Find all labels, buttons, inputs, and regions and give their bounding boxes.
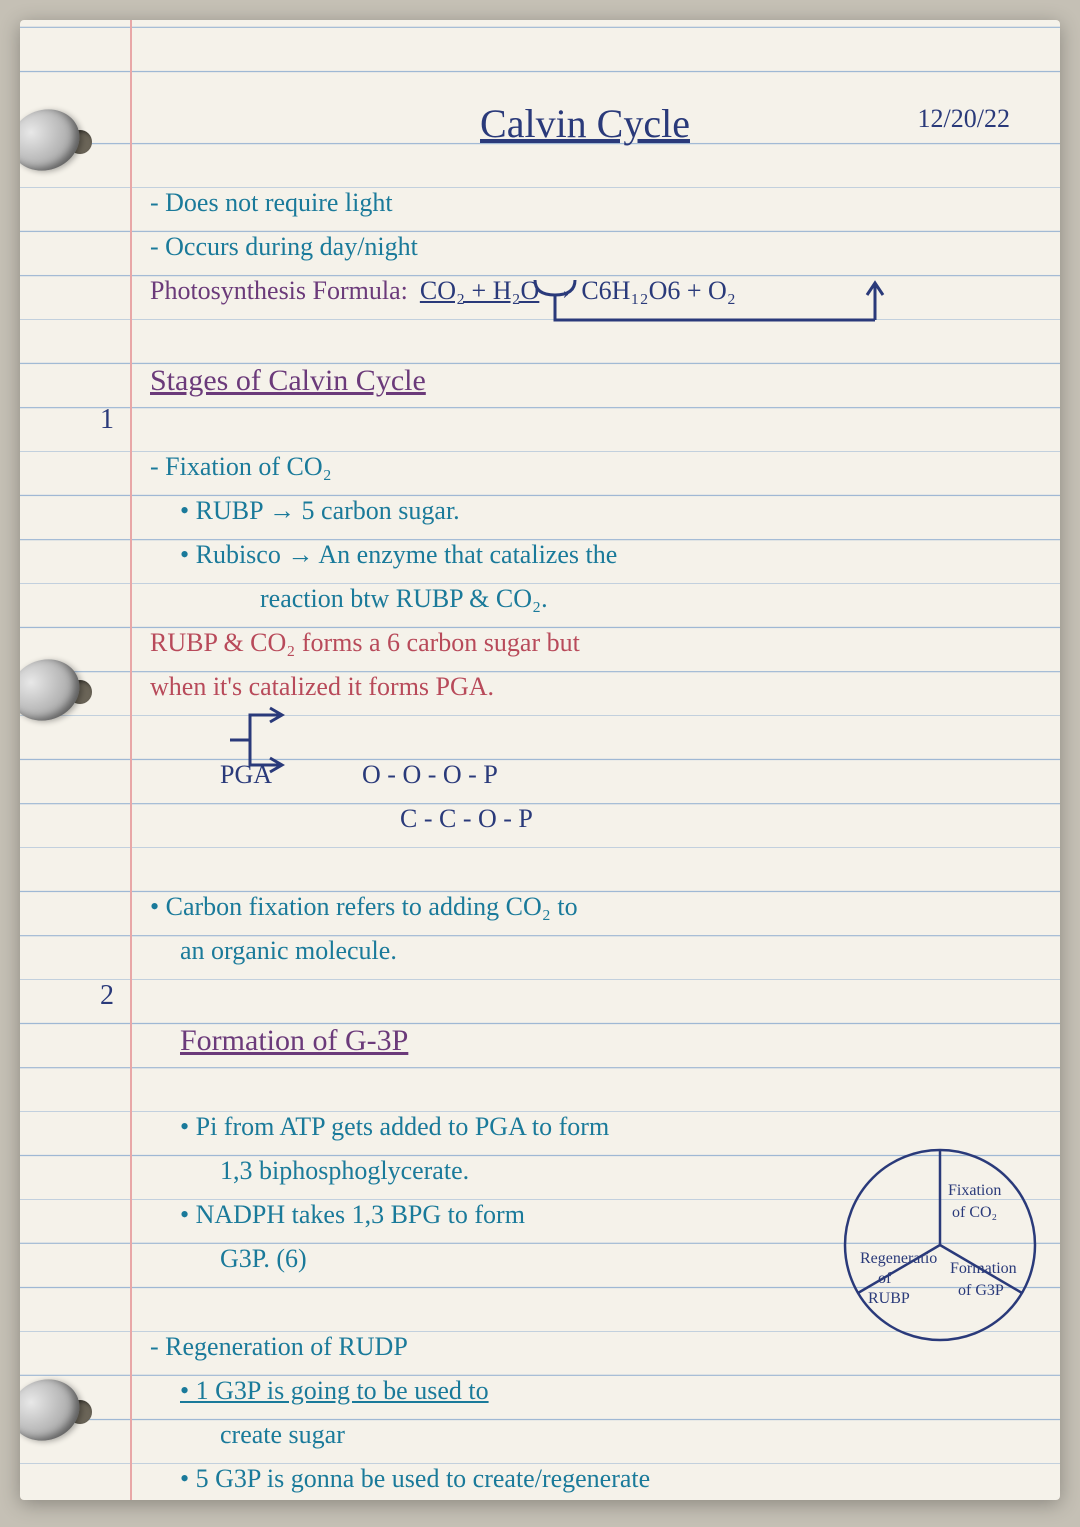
intro-line: - Does not require light: [150, 188, 1020, 232]
section-number-2: 2: [100, 980, 114, 1012]
pga-row: O - O - O - P: [362, 760, 498, 790]
bullet: • 1 G3P is going to be used to: [150, 1376, 1020, 1420]
pga-bracket-icon: [220, 700, 300, 790]
pga-row: C - C - O - P: [400, 804, 533, 834]
definition: • Carbon fixation refers to adding CO₂ t…: [150, 892, 1020, 936]
section-1-title: Stages of Calvin Cycle: [150, 364, 426, 398]
page-title: Calvin Cycle: [480, 100, 690, 147]
note-red: RUBP & CO₂ forms a 6 carbon sugar but: [150, 628, 1020, 672]
page-date: 12/20/22: [918, 104, 1010, 134]
cycle-pie-diagram: Fixation of CO₂ Formation of G3P Regener…: [840, 1145, 1040, 1345]
section-2-title: Formation of G-3P: [150, 1024, 408, 1058]
bullet: • RUBP → 5 carbon sugar.: [150, 496, 1020, 540]
pie-label: Regeneratio: [860, 1250, 937, 1267]
bullet-cont: reaction btw RUBP & CO₂.: [150, 584, 1020, 628]
bullet: • 5 G3P is gonna be used to create/regen…: [150, 1464, 1020, 1500]
definition-cont: an organic molecule.: [150, 936, 1020, 980]
pie-label: of: [878, 1270, 892, 1287]
bullet: • Rubisco → An enzyme that catalizes the: [150, 540, 1020, 584]
pie-label: of CO₂: [952, 1204, 997, 1221]
formula-label: Photosynthesis Formula:: [150, 276, 408, 306]
pie-label: RUBP: [868, 1290, 910, 1307]
pie-label: of G3P: [958, 1282, 1004, 1299]
bullet-cont: create sugar: [150, 1420, 1020, 1464]
section-number-1: 1: [100, 404, 114, 436]
stage1-header: - Fixation of CO₂: [150, 452, 1020, 496]
formula-bracket-icon: [475, 275, 955, 365]
pie-label: Formation: [950, 1260, 1017, 1277]
margin-line: [130, 20, 132, 1500]
intro-line: - Occurs during day/night: [150, 232, 1020, 276]
pie-label: Fixation: [948, 1182, 1001, 1199]
notebook-page: 1 2 Calvin Cycle 12/20/22 - Does not req…: [20, 20, 1060, 1500]
